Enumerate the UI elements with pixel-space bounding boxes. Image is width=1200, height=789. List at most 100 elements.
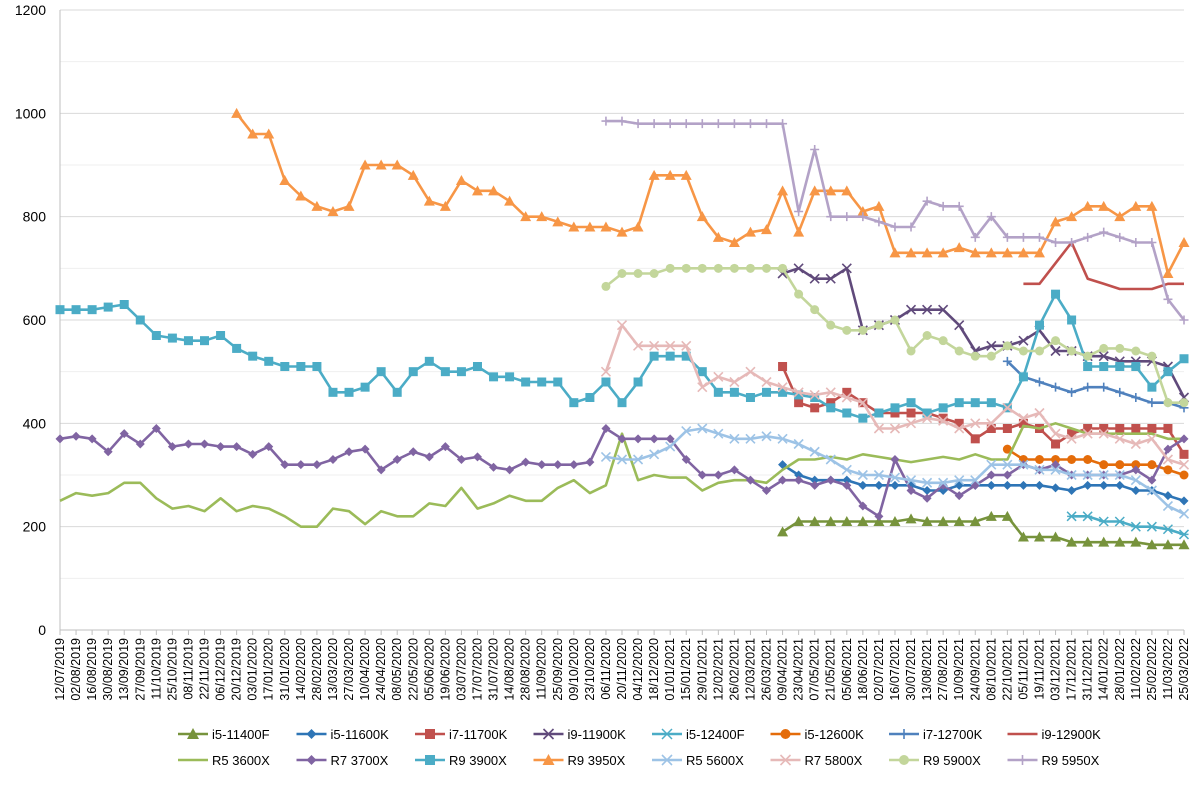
data-point bbox=[1050, 428, 1061, 439]
data-point bbox=[312, 362, 322, 371]
data-point bbox=[1018, 418, 1028, 428]
x-tick-label: 23/10/2020 bbox=[583, 638, 597, 701]
data-point bbox=[713, 263, 723, 273]
data-point bbox=[665, 340, 676, 351]
data-point bbox=[906, 486, 916, 495]
data-point bbox=[1050, 345, 1061, 357]
data-point bbox=[1147, 382, 1157, 392]
data-point bbox=[1146, 539, 1158, 550]
legend-swatch-marker bbox=[780, 729, 791, 739]
data-point bbox=[810, 480, 820, 490]
data-point bbox=[103, 447, 113, 457]
data-point bbox=[1066, 211, 1078, 222]
data-point bbox=[1033, 247, 1045, 258]
data-point bbox=[1130, 536, 1142, 547]
data-point bbox=[954, 418, 964, 428]
series-r5-3600x bbox=[59, 422, 1184, 528]
data-point bbox=[439, 200, 451, 211]
x-tick-label: 27/09/2019 bbox=[133, 638, 147, 701]
data-point bbox=[1099, 227, 1109, 237]
data-point bbox=[1147, 238, 1157, 247]
legend-item-r5-3600x: R5 3600X bbox=[178, 753, 270, 768]
data-point bbox=[825, 516, 837, 526]
data-point bbox=[889, 516, 901, 526]
data-point bbox=[87, 434, 97, 444]
data-point bbox=[857, 206, 869, 216]
data-point bbox=[327, 206, 339, 216]
x-tick-label: 17/07/2020 bbox=[470, 638, 484, 701]
data-point bbox=[664, 169, 676, 180]
data-point bbox=[632, 221, 644, 232]
data-point bbox=[713, 387, 723, 397]
data-point bbox=[1051, 382, 1061, 392]
data-point bbox=[1131, 393, 1141, 402]
data-point bbox=[697, 423, 708, 434]
legend-item-r9-3950x: R9 3950X bbox=[533, 753, 626, 768]
data-point bbox=[248, 449, 258, 459]
data-point bbox=[1002, 402, 1013, 413]
x-tick-label: 08/10/2021 bbox=[984, 638, 998, 701]
legend-swatch-marker bbox=[425, 755, 435, 765]
data-point bbox=[729, 119, 739, 129]
data-point bbox=[874, 511, 884, 521]
legend-item-i9-11900k: i9-11900K bbox=[533, 727, 626, 742]
series-i9-11900k bbox=[777, 263, 1190, 403]
data-point bbox=[826, 475, 836, 485]
data-point bbox=[1083, 424, 1093, 433]
data-point bbox=[1066, 433, 1077, 444]
data-point bbox=[778, 362, 788, 371]
data-point bbox=[1002, 232, 1012, 242]
data-point bbox=[521, 377, 531, 387]
data-point bbox=[1018, 372, 1028, 382]
series-i9-12900k bbox=[1023, 241, 1184, 291]
data-point bbox=[1179, 354, 1189, 364]
data-point bbox=[729, 263, 739, 273]
data-point bbox=[1098, 200, 1110, 211]
data-point bbox=[1082, 511, 1093, 522]
legend-label: R5 3600X bbox=[212, 753, 270, 768]
legend: i5-11400F i5-11600K i7-11700K i9-11900K i5-1… bbox=[178, 727, 1101, 768]
y-tick-label: 200 bbox=[23, 519, 47, 535]
data-point bbox=[681, 455, 691, 464]
legend-label: R9 3900X bbox=[449, 753, 507, 768]
data-point bbox=[344, 447, 354, 457]
data-point bbox=[873, 516, 885, 526]
data-point bbox=[954, 480, 964, 490]
x-tick-label: 08/05/2020 bbox=[390, 638, 404, 701]
y-tick-label: 0 bbox=[38, 622, 46, 638]
data-point bbox=[890, 222, 900, 232]
data-point bbox=[1067, 387, 1077, 397]
data-point bbox=[1082, 200, 1094, 211]
data-point bbox=[1018, 232, 1028, 242]
data-point bbox=[1083, 351, 1093, 361]
data-point bbox=[986, 398, 996, 408]
data-point bbox=[264, 356, 274, 366]
data-point bbox=[1147, 475, 1157, 485]
data-point bbox=[954, 491, 964, 501]
data-point bbox=[1050, 216, 1062, 227]
data-point bbox=[1178, 539, 1190, 550]
series-r5-5600x bbox=[600, 423, 1190, 519]
data-point bbox=[889, 472, 901, 483]
series-line bbox=[605, 427, 1185, 515]
data-point bbox=[937, 516, 949, 526]
data-point bbox=[391, 159, 403, 170]
data-point bbox=[841, 185, 853, 196]
data-point bbox=[938, 304, 949, 315]
data-point bbox=[585, 393, 595, 402]
legend-item-i7-11700k: i7-11700K bbox=[415, 727, 508, 742]
legend-item-i9-12900k: i9-12900K bbox=[1007, 727, 1101, 742]
x-tick-label: 22/11/2019 bbox=[198, 638, 212, 700]
series-i5-12600k bbox=[1002, 444, 1189, 480]
data-point bbox=[616, 320, 628, 331]
data-point bbox=[1130, 200, 1142, 211]
data-point bbox=[617, 269, 627, 278]
data-point bbox=[970, 351, 980, 361]
data-point bbox=[985, 510, 997, 521]
data-point bbox=[825, 454, 836, 465]
data-point bbox=[1162, 500, 1174, 512]
data-point bbox=[761, 224, 773, 235]
data-point bbox=[1114, 536, 1126, 547]
x-tick-label: 19/11/2021 bbox=[1032, 638, 1046, 700]
